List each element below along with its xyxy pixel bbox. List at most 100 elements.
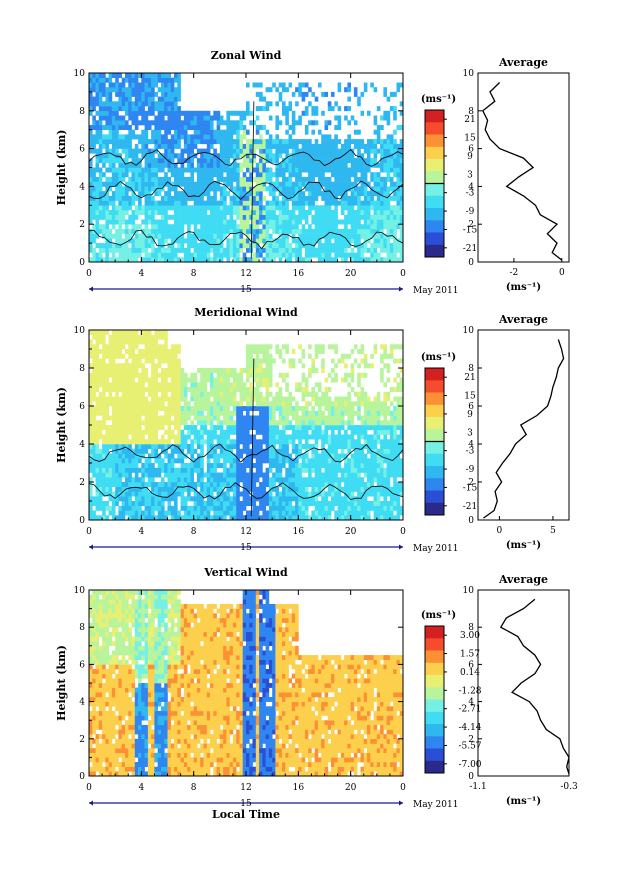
heatmap-cell — [95, 396, 100, 402]
heatmap-cell — [301, 233, 306, 239]
heatmap-cell — [108, 401, 113, 407]
heatmap-cell — [232, 143, 237, 149]
heatmap-cell — [268, 233, 273, 239]
heatmap-cell — [102, 191, 106, 197]
heatmap-cell — [141, 501, 145, 506]
heatmap-cell — [167, 191, 172, 197]
heatmap-cell — [278, 82, 283, 88]
heatmap-cell — [242, 195, 247, 201]
heatmap-cell — [367, 257, 371, 263]
heatmap-cell — [170, 110, 175, 116]
heatmap-cell — [301, 210, 306, 215]
heatmap-cell — [275, 420, 279, 426]
heatmap-cell — [111, 358, 116, 364]
heatmap-cell — [216, 410, 221, 416]
heatmap-cell — [223, 467, 227, 473]
heatmap-cell — [213, 425, 217, 430]
heatmap-cell — [206, 219, 211, 225]
heatmap-cell — [115, 91, 119, 97]
heatmap-cell — [134, 243, 139, 249]
heatmap-cells — [89, 330, 404, 521]
heatmap-cell — [131, 482, 136, 487]
heatmap-cell — [147, 420, 152, 426]
heatmap-cell — [95, 148, 100, 154]
heatmap-cell — [337, 106, 342, 112]
heatmap-cell — [206, 134, 211, 140]
heatmap-cell — [229, 382, 234, 388]
heatmap-cell — [288, 247, 293, 253]
heatmap-cell — [383, 148, 387, 154]
heatmap-cell — [154, 434, 158, 440]
heatmap-cell — [311, 143, 315, 149]
heatmap-cell — [301, 482, 306, 487]
heatmap-cell — [102, 195, 106, 201]
heatmap-cell — [203, 505, 208, 511]
heatmap-cell — [134, 224, 139, 230]
heatmap-cell — [223, 148, 227, 154]
heatmap-cell — [128, 344, 132, 350]
heatmap-cell — [131, 162, 136, 168]
heatmap-cell — [291, 214, 296, 220]
heatmap-cell — [210, 368, 214, 373]
heatmap-cell — [232, 515, 237, 521]
heatmap-cell — [249, 349, 253, 354]
heatmap-cell — [380, 167, 384, 173]
heatmap-cell — [308, 252, 312, 258]
heatmap-cell — [236, 467, 240, 473]
heatmap-cell — [275, 143, 279, 149]
heatmap-cell — [373, 200, 378, 206]
heatmap-cell — [183, 247, 188, 253]
heatmap-cell — [278, 401, 283, 407]
heatmap-cell — [128, 501, 132, 506]
heatmap-cell — [95, 134, 100, 140]
heatmap-cell — [246, 420, 250, 426]
heatmap-cell — [301, 467, 306, 473]
heatmap-cell — [151, 467, 155, 473]
heatmap-cell — [308, 162, 312, 168]
heatmap-cell — [134, 101, 139, 107]
heatmap-cell — [380, 219, 384, 225]
heatmap-cell — [128, 353, 132, 359]
heatmap-cell — [164, 125, 168, 130]
heatmap-cell — [239, 125, 244, 130]
heatmap-cell — [125, 243, 129, 249]
heatmap-cell — [383, 162, 387, 168]
heatmap-cell — [98, 496, 103, 502]
heatmap-cell — [161, 496, 165, 502]
heatmap-cell — [206, 158, 211, 164]
heatmap-cell — [108, 214, 113, 220]
heatmap-cell — [134, 233, 139, 239]
heatmap-cell — [95, 205, 100, 211]
heatmap-cell — [154, 181, 158, 187]
heatmap-cell — [396, 186, 401, 192]
heatmap-cell — [386, 139, 391, 145]
heatmap-cell — [151, 210, 155, 215]
heatmap-cell — [246, 377, 250, 383]
heatmap-cell — [399, 195, 404, 201]
heatmap-cell — [125, 401, 129, 407]
heatmap-cell — [125, 410, 129, 416]
heatmap-cell — [108, 368, 113, 373]
heatmap-cell — [219, 510, 224, 516]
heatmap-cell — [262, 143, 266, 149]
heatmap-cell — [246, 349, 250, 354]
heatmap-cell — [161, 210, 165, 215]
heatmap-cell — [177, 391, 181, 397]
heatmap-cell — [144, 444, 149, 449]
heatmap-cell — [187, 434, 191, 440]
heatmap-cell — [249, 214, 253, 220]
heatmap-cell — [131, 172, 136, 178]
heatmap-cell — [291, 148, 296, 154]
zero-contour — [88, 101, 404, 259]
heatmap-cell — [295, 101, 299, 107]
heatmap-cell — [193, 247, 198, 253]
heatmap-cell — [357, 210, 361, 215]
heatmap-cell — [301, 410, 306, 416]
heatmap-cell — [167, 167, 172, 173]
heatmap-cell — [193, 415, 198, 421]
heatmap-cell — [131, 214, 136, 220]
heatmap-cell — [232, 257, 237, 263]
heatmap-cell — [190, 186, 194, 192]
heatmap-cell — [89, 73, 93, 78]
